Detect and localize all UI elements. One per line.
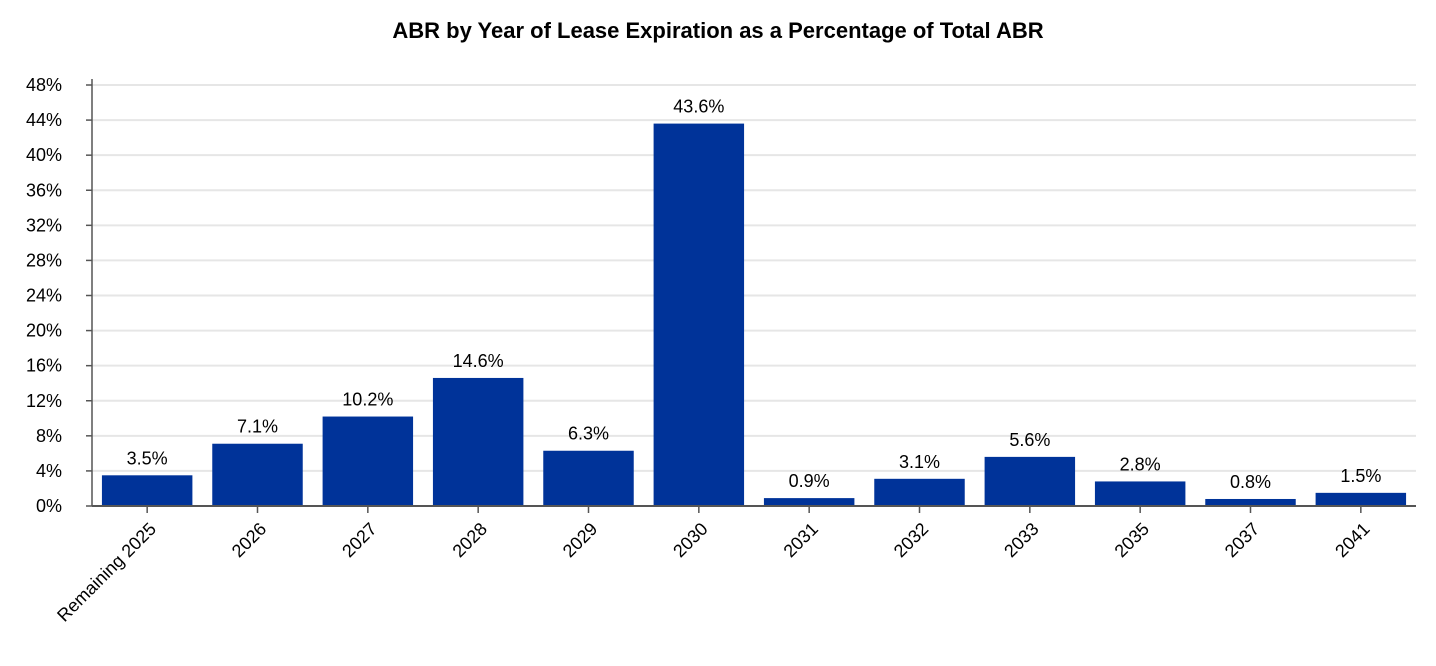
x-tick-label: Remaining 2025 — [53, 519, 160, 626]
bar — [322, 416, 414, 506]
y-tick-label: 16% — [26, 356, 62, 376]
bar — [653, 123, 745, 506]
bar — [1205, 498, 1296, 506]
chart-title: ABR by Year of Lease Expiration as a Per… — [392, 18, 1043, 43]
x-tick-label: 2026 — [228, 519, 270, 561]
x-tick-label: 2027 — [338, 519, 380, 561]
x-tick-label: 2035 — [1111, 519, 1153, 561]
data-label: 43.6% — [673, 97, 724, 117]
data-label: 0.9% — [789, 471, 830, 491]
y-tick-label: 36% — [26, 180, 62, 200]
bar — [1094, 481, 1186, 506]
data-label: 3.5% — [127, 448, 168, 468]
data-label: 5.6% — [1009, 430, 1050, 450]
data-label: 10.2% — [342, 390, 393, 410]
y-tick-label: 12% — [26, 391, 62, 411]
data-label: 2.8% — [1120, 454, 1161, 474]
y-tick-label: 28% — [26, 250, 62, 270]
y-tick-label: 8% — [36, 426, 62, 446]
gridlines — [92, 84, 1416, 472]
data-label: 1.5% — [1340, 466, 1381, 486]
y-tick-label: 24% — [26, 286, 62, 306]
x-tick-label: 2029 — [559, 519, 601, 561]
y-tick-label: 0% — [36, 496, 62, 516]
bar — [1315, 492, 1407, 506]
y-tick-label: 48% — [26, 75, 62, 95]
bar — [763, 498, 855, 506]
x-tick-label: 2030 — [669, 519, 711, 561]
x-tick-label: 2041 — [1331, 519, 1373, 561]
data-label: 3.1% — [899, 452, 940, 472]
bar — [984, 456, 1076, 506]
bar — [432, 377, 524, 506]
data-label: 14.6% — [453, 351, 504, 371]
bar — [101, 475, 193, 506]
x-tick-label: 2037 — [1221, 519, 1263, 561]
bar — [212, 443, 303, 506]
bar — [543, 450, 634, 506]
x-tick-label: 2033 — [1000, 519, 1042, 561]
x-tick-label: 2031 — [780, 519, 822, 561]
data-label: 0.8% — [1230, 472, 1271, 492]
y-tick-label: 20% — [26, 321, 62, 341]
data-label: 7.1% — [237, 417, 278, 437]
bar — [874, 478, 965, 506]
bars — [101, 123, 1407, 506]
x-tick-label: 2032 — [890, 519, 932, 561]
x-tick-label: 2028 — [449, 519, 491, 561]
y-tick-label: 4% — [36, 461, 62, 481]
y-tick-label: 40% — [26, 145, 62, 165]
y-tick-label: 32% — [26, 215, 62, 235]
y-tick-label: 44% — [26, 110, 62, 130]
data-label: 6.3% — [568, 424, 609, 444]
data-labels: 3.5% 7.1% 10.2% 14.6% 6.3% 43.6% 0.9% 3.1% 5.6% 2… — [127, 97, 1382, 492]
